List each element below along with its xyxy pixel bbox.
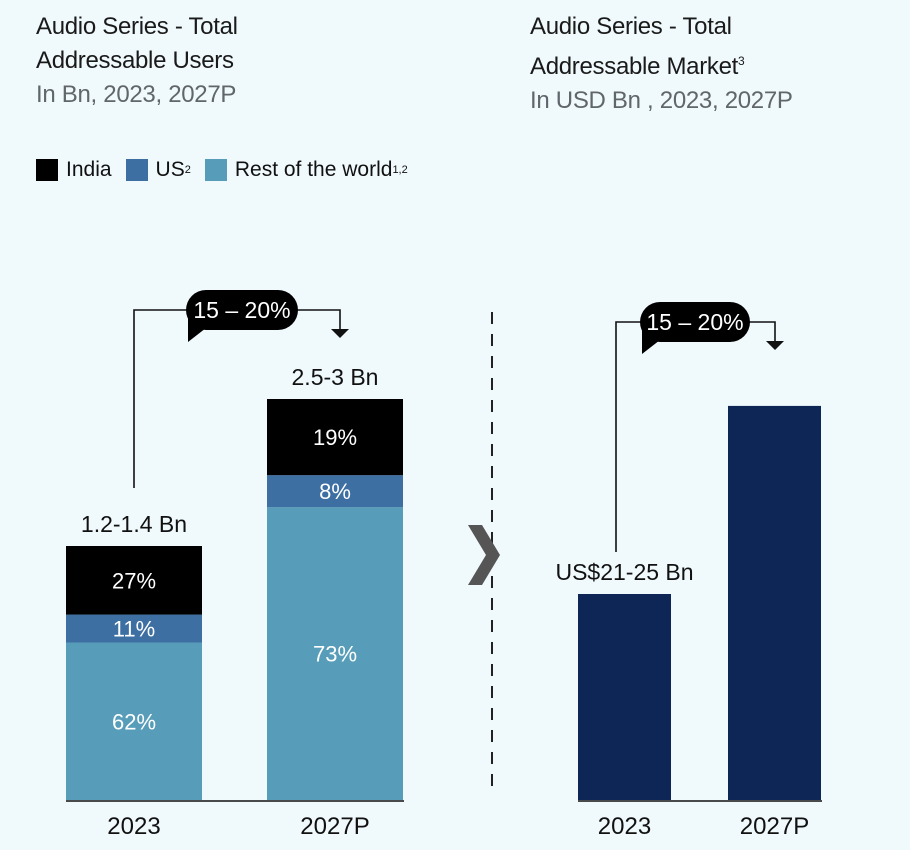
- bar-segment-india-2027P: [267, 399, 403, 476]
- legend-label-india: India: [66, 158, 112, 181]
- right-chart-title: Audio Series - Total Addressable Market3…: [530, 10, 793, 118]
- data-label-us-2027P: 8%: [319, 479, 351, 504]
- data-label-india-2023: 27%: [112, 568, 156, 593]
- left-stacked-bar-chart: 62% 11% 27% 1.2-1.4 Bn 2023 73% 8% 19% 2.5-3 Bn 2…: [66, 290, 404, 840]
- legend-sup-us: 2: [184, 164, 191, 176]
- data-label-rest-of-world-2023: 62%: [112, 709, 156, 734]
- total-label-2027P: 2.5-3 Bn: [292, 364, 379, 390]
- legend-sup-rest-of-world: 1,2: [392, 164, 408, 176]
- data-label-rest-of-world-2027P: 73%: [313, 642, 357, 667]
- legend-item-us: US 2: [125, 158, 191, 182]
- legend-item-rest-of-world: Rest of the world 1,2: [204, 158, 408, 182]
- right-title-line1: Audio Series - Total: [530, 13, 732, 40]
- left-title-line1: Audio Series - Total: [36, 13, 238, 40]
- right-x-tick-label-2027P: 2027P: [740, 813, 809, 840]
- legend-swatch-us: [125, 159, 148, 181]
- right-title-footnote: 3: [738, 54, 745, 68]
- right-cagr-label: 15 – 20%: [646, 309, 743, 335]
- legend-label-rest-of-world: Rest of the world: [234, 158, 393, 181]
- bar-segment-us-2023: [66, 614, 202, 643]
- left-bubble: [186, 290, 298, 330]
- right-title-line2: Addressable Market3: [530, 44, 793, 84]
- left-title-line2: Addressable Users: [36, 47, 234, 74]
- right-arrow-down-icon: [766, 341, 784, 350]
- left-bubble-tail: [188, 312, 206, 342]
- left-chart-title: Audio Series - Total Addressable Users I…: [36, 10, 238, 112]
- right-x-tick-label-2023: 2023: [598, 813, 651, 840]
- x-tick-label-2023: 2023: [107, 813, 160, 840]
- legend-swatch-rest-of-world: [204, 159, 227, 181]
- legend: India US 2 Rest of the world 1,2: [36, 158, 422, 182]
- right-subtitle: In USD Bn , 2023, 2027P: [530, 87, 793, 114]
- right-bubble-tail: [642, 324, 660, 354]
- data-label-us-2023: 11%: [113, 617, 155, 642]
- right-title-line2-text: Addressable Market: [530, 53, 739, 80]
- bar-market-2027P: [728, 405, 821, 800]
- x-tick-label-2027P: 2027P: [300, 813, 369, 840]
- left-cagr-label: 15 – 20%: [193, 297, 290, 323]
- data-label-india-2027P: 19%: [313, 425, 357, 450]
- value-label-2023: US$21-25 Bn: [555, 559, 693, 585]
- bar-segment-rest-of-world-2027P: [267, 507, 403, 800]
- legend-item-india: India: [36, 158, 112, 182]
- chevron-right-icon: [468, 525, 500, 585]
- left-arrow-down-icon: [331, 329, 349, 338]
- legend-swatch-india: [36, 159, 58, 181]
- right-bar-chart: US$21-25 Bn 2023 2027P 15 – 20%: [555, 302, 822, 840]
- bar-market-2023: [578, 594, 671, 800]
- bar-segment-rest-of-world-2023: [66, 642, 202, 800]
- total-label-2023: 1.2-1.4 Bn: [81, 511, 187, 537]
- bar-segment-us-2027P: [267, 475, 403, 508]
- legend-label-us: US: [155, 158, 185, 181]
- left-subtitle: In Bn, 2023, 2027P: [36, 81, 237, 108]
- right-bubble: [640, 302, 750, 342]
- bar-segment-india-2023: [66, 546, 202, 615]
